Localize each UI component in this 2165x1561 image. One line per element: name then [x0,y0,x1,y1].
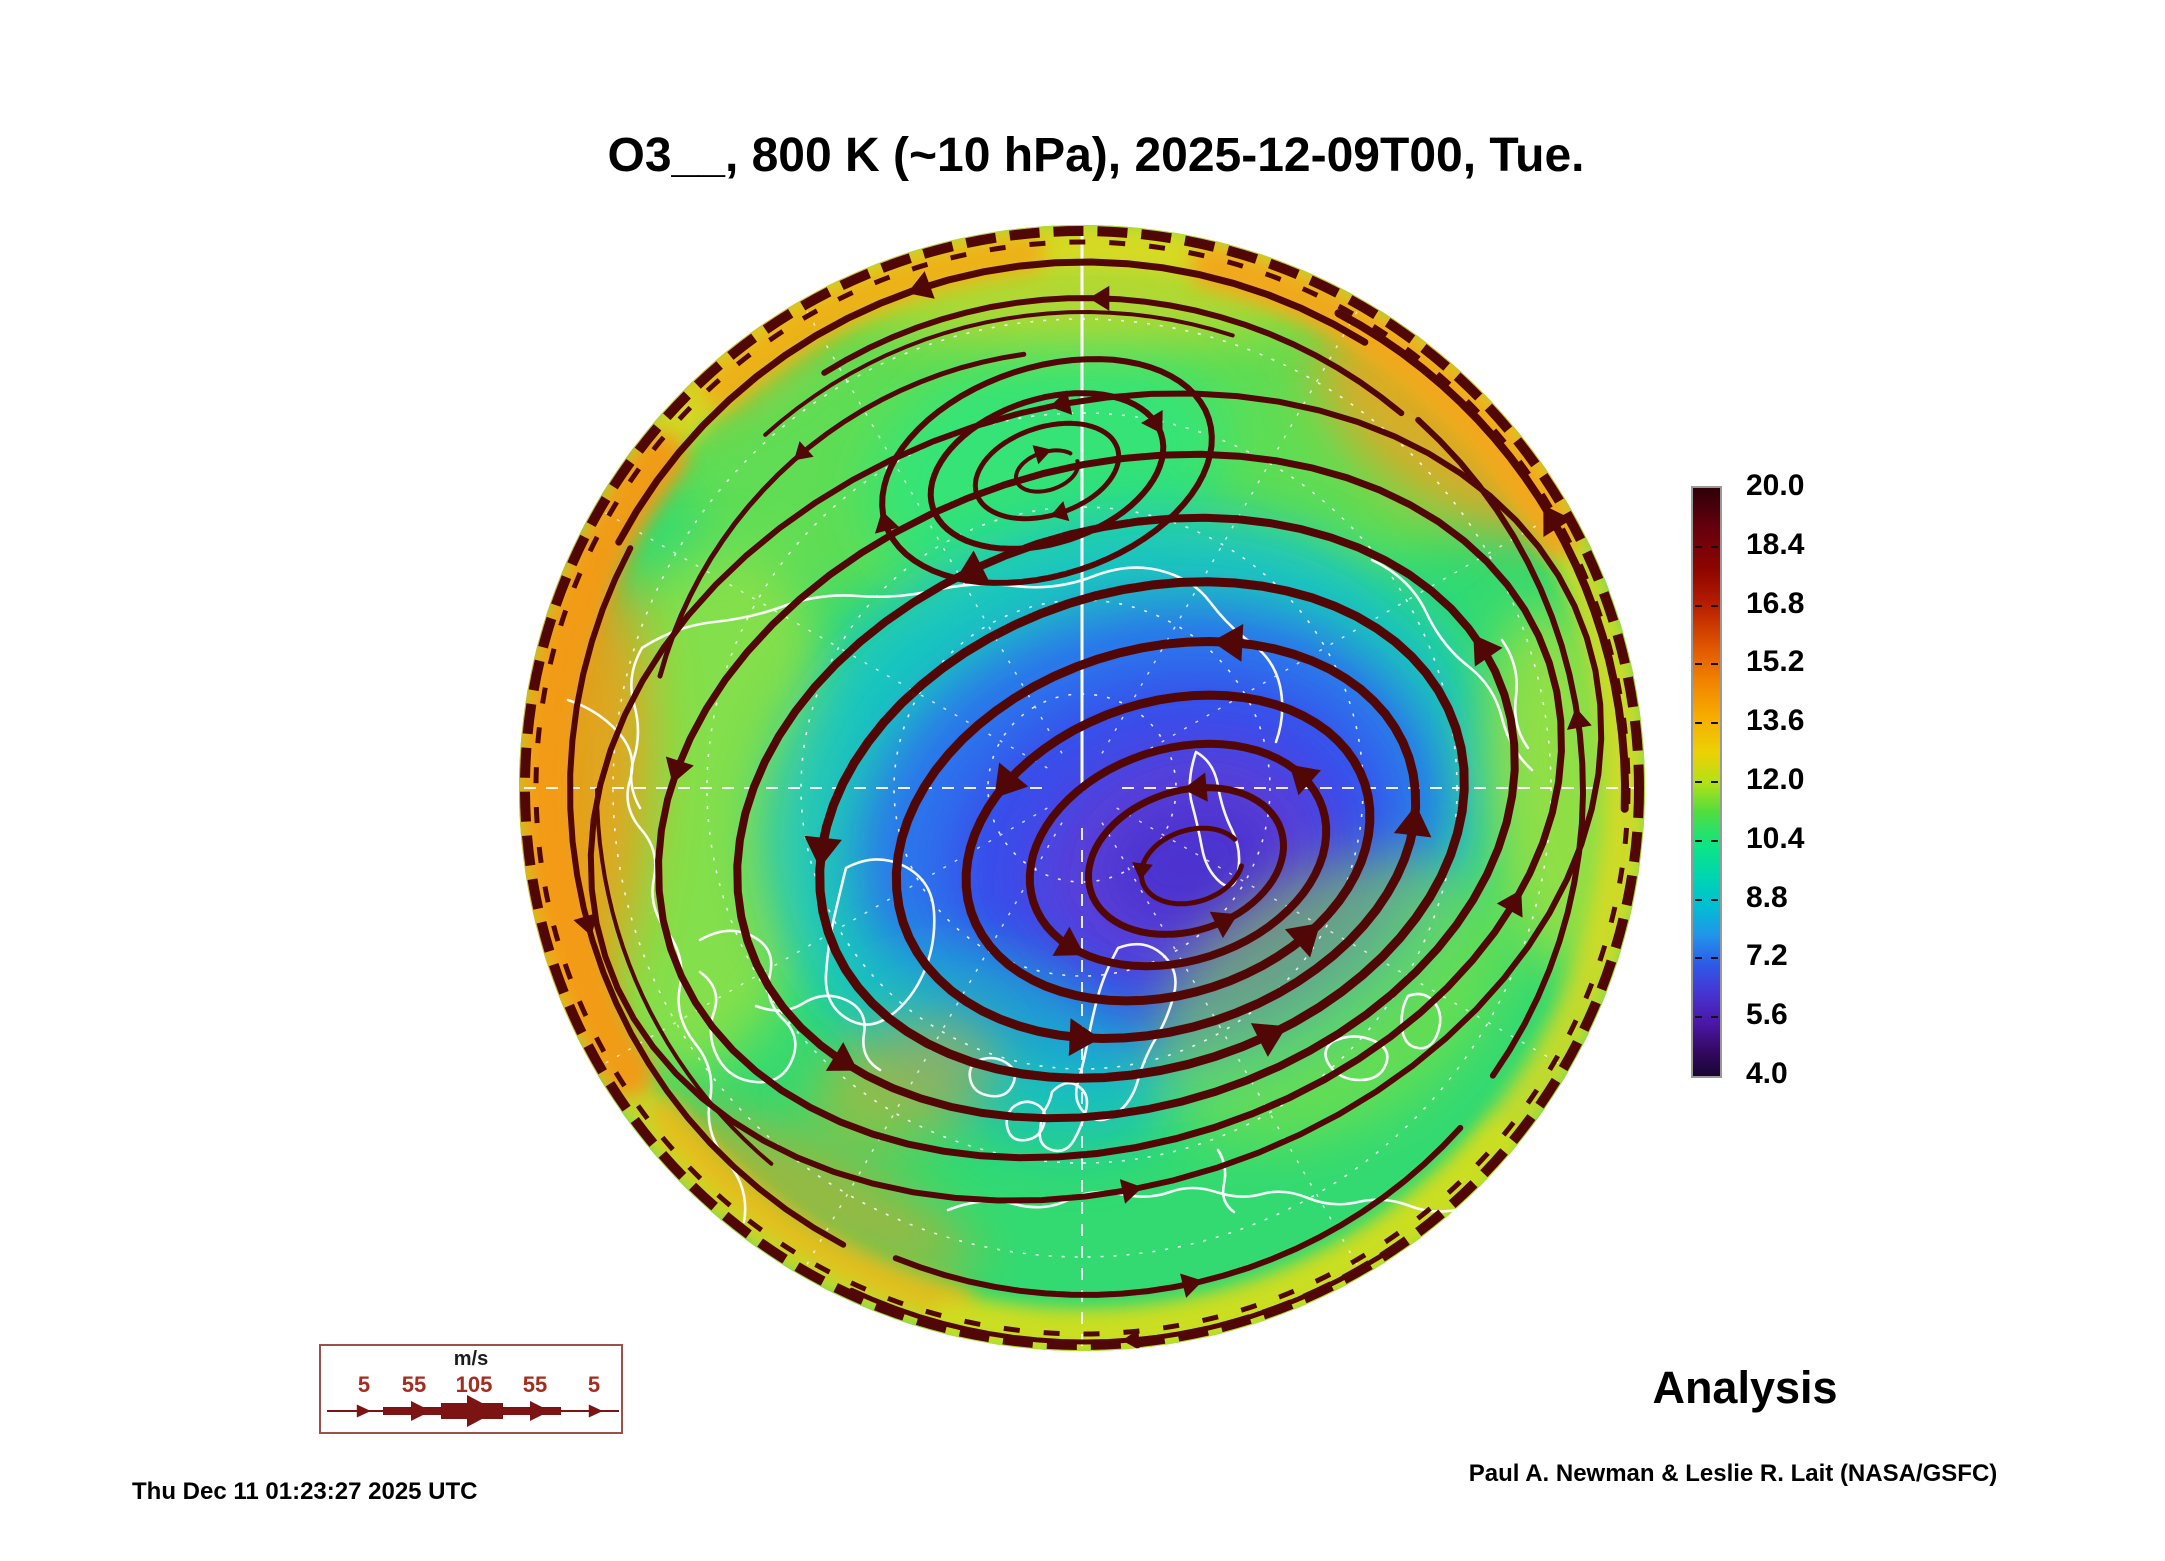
colorbar-tick-mark [1711,604,1718,607]
colorbar-gradient [1691,486,1722,1078]
wind-speed-label: 55 [522,1372,548,1397]
colorbar-tick-label: 16.8 [1746,586,1805,620]
colorbar-tick-label: 20.0 [1746,469,1805,502]
colorbar-tick-mark [1695,781,1702,783]
map-disk [519,225,1645,1351]
credit-line: Paul A. Newman & Leslie R. Lait (NASA/GS… [1468,1460,1998,1487]
colorbar-tick-mark [1711,722,1718,725]
colorbar-tick-label: 7.2 [1746,939,1788,973]
colorbar-tick-label: 8.8 [1746,880,1788,914]
colorbar-tick-mark [1711,839,1718,842]
colorbar-tick-mark [1695,545,1702,548]
colorbar-tick-label: 15.2 [1746,645,1805,679]
colorbar-tick-mark [1711,957,1718,960]
colorbar-tick-mark [1711,781,1718,783]
colorbar-tick-label: 10.4 [1746,821,1805,855]
colorbar-tick-label: 18.4 [1746,527,1805,561]
colorbar-tick-mark [1695,604,1702,607]
colorbar-tick-mark [1695,1016,1702,1019]
wind-speed-label: 105 [455,1372,493,1397]
wind-legend-arrow-glyph [327,1395,619,1427]
wind-speed-label: 5 [357,1372,371,1397]
colorbar-tick-mark [1711,1016,1718,1019]
colorbar-tick-mark [1711,545,1718,548]
wind-speed-label: 5 [587,1372,601,1397]
wind-speed-legend: m/s 5 55 105 55 5 [319,1344,623,1434]
streamlines-layer [520,226,1644,1351]
colorbar-tick-mark [1695,722,1702,725]
colorbar-tick-mark [1695,663,1702,666]
colorbar-tick-label: 5.6 [1746,998,1788,1032]
wind-legend-units-label: m/s [453,1348,489,1370]
colorbar-tick-label: 4.0 [1746,1057,1788,1090]
colorbar-tick-mark [1711,898,1718,901]
wind-speed-label: 55 [401,1372,427,1397]
run-type-label: Analysis [1652,1362,1838,1413]
colorbar-tick-label: 13.6 [1746,704,1805,738]
generation-timestamp: Thu Dec 11 01:23:27 2025 UTC [132,1478,478,1505]
colorbar-tick-mark [1695,839,1702,842]
colorbar-tick-mark [1711,663,1718,666]
colorbar-tick-mark [1695,898,1702,901]
colorbar-tick-label: 12.0 [1746,763,1805,796]
plot-title: O3__, 800 K (~10 hPa), 2025-12-09T00, Tu… [607,129,1585,182]
colorbar-tick-mark [1695,957,1702,960]
colorbar: 20.0 18.4 16.8 15.2 13.6 12.0 10.4 8.8 7.2 5.6 4.0 [1691,471,1991,1089]
